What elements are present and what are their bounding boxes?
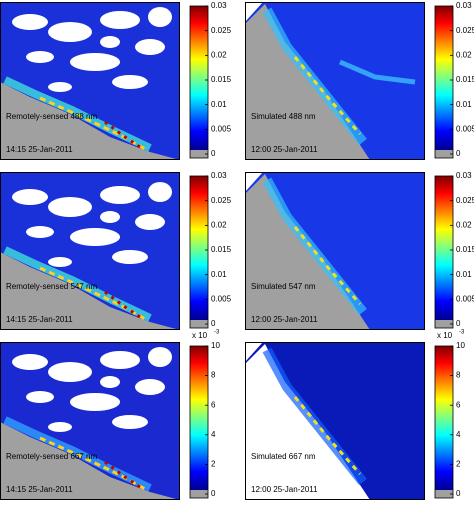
- colorbar-tick-label: 8: [456, 371, 461, 380]
- colorbar-tick-label: 6: [211, 400, 216, 409]
- panel: Remotely-sensed 488 nm 14:15 25-Jan-2011 0…: [0, 1, 232, 160]
- colorbar-tick-label: 10: [456, 341, 465, 350]
- colorbar-tick-label: 4: [456, 430, 461, 439]
- colorbar-tick-label: 0.02: [211, 220, 227, 229]
- colorbar-tick-label: 0: [456, 319, 461, 328]
- panel: Simulated 667 nm 12:00 25-Jan-2011 0 2 4 6 8 10…: [245, 330, 465, 500]
- colorbar-exponent: -3: [214, 330, 220, 336]
- colorbar-tick-label: 0: [456, 149, 461, 158]
- colorbar-tick-label: 0.015: [456, 245, 474, 254]
- colorbar-tick-label: 0: [211, 489, 216, 498]
- map-timestamp: 12:00 25-Jan-2011: [251, 145, 318, 154]
- colorbar-tick-label: 0.03: [456, 1, 472, 10]
- colorbar-tick-label: 0: [456, 489, 461, 498]
- colorbar: 0 0.005 0.01 0.015 0.02 0.025 0.03: [189, 1, 232, 159]
- map: [245, 2, 425, 160]
- map-caption: Simulated 667 nm: [251, 452, 316, 461]
- colorbar-scale: x 10: [192, 331, 208, 340]
- map: [245, 342, 425, 500]
- colorbar-tick-label: 0.01: [211, 100, 227, 109]
- map-caption: Remotely-sensed 667 nm: [6, 452, 97, 461]
- map: [0, 342, 180, 500]
- colorbar-tick-label: 2: [456, 460, 461, 469]
- map-timestamp: 14:15 25-Jan-2011: [6, 145, 73, 154]
- colorbar-tick-label: 0.005: [456, 124, 474, 133]
- colorbar-tick-label: 0.005: [211, 124, 232, 133]
- colorbar-tick-label: 0.005: [211, 294, 232, 303]
- map-caption: Remotely-sensed 488 nm: [6, 112, 97, 121]
- colorbar-exponent: -3: [459, 330, 465, 336]
- colorbar-tick-label: 0.015: [456, 75, 474, 84]
- colorbar: 0 0.005 0.01 0.015 0.02 0.025 0.03: [434, 1, 474, 159]
- colorbar-tick-label: 0.02: [456, 50, 472, 59]
- colorbar: 0 2 4 6 8 10x 10 -3: [434, 330, 465, 499]
- map: [0, 172, 180, 330]
- colorbar-tick-label: 6: [456, 400, 461, 409]
- map-timestamp: 14:15 25-Jan-2011: [6, 315, 73, 324]
- colorbar-tick-label: 0.02: [456, 220, 472, 229]
- colorbar-tick-label: 0.01: [211, 270, 227, 279]
- colorbar-tick-label: 10: [211, 341, 220, 350]
- colorbar-tick-label: 0.015: [211, 75, 232, 84]
- colorbar-tick-label: 0.025: [456, 26, 474, 35]
- colorbar-tick-label: 0.01: [456, 100, 472, 109]
- map-timestamp: 14:15 25-Jan-2011: [6, 485, 73, 494]
- colorbar: 0 2 4 6 8 10x 10 -3: [189, 330, 220, 499]
- colorbar-scale: x 10: [437, 331, 453, 340]
- map: [245, 172, 425, 330]
- colorbar-tick-label: 0.03: [211, 1, 227, 10]
- map-timestamp: 12:00 25-Jan-2011: [251, 315, 318, 324]
- panel: Remotely-sensed 667 nm 14:15 25-Jan-2011 0…: [0, 330, 220, 500]
- colorbar-tick-label: 0.025: [456, 196, 474, 205]
- map-timestamp: 12:00 25-Jan-2011: [251, 485, 318, 494]
- map-caption: Simulated 547 nm: [251, 282, 316, 291]
- colorbar-tick-label: 4: [211, 430, 216, 439]
- colorbar-tick-label: 0.02: [211, 50, 227, 59]
- colorbar-tick-label: 0.015: [211, 245, 232, 254]
- colorbar-tick-label: 0: [211, 319, 216, 328]
- panel: Remotely-sensed 547 nm 14:15 25-Jan-2011 0…: [0, 171, 232, 330]
- colorbar-tick-label: 0.025: [211, 196, 232, 205]
- colorbar-tick-label: 0.005: [456, 294, 474, 303]
- colorbar-tick-label: 2: [211, 460, 216, 469]
- colorbar-tick-label: 0.03: [456, 171, 472, 180]
- map: [0, 2, 180, 160]
- map-caption: Simulated 488 nm: [251, 112, 316, 121]
- map-caption: Remotely-sensed 547 nm: [6, 282, 97, 291]
- colorbar-tick-label: 0.025: [211, 26, 232, 35]
- colorbar: 0 0.005 0.01 0.015 0.02 0.025 0.03: [434, 171, 474, 329]
- colorbar-tick-label: 0.01: [456, 270, 472, 279]
- colorbar-tick-label: 8: [211, 371, 216, 380]
- colorbar-tick-label: 0.03: [211, 171, 227, 180]
- colorbar: 0 0.005 0.01 0.015 0.02 0.025 0.03: [189, 171, 232, 329]
- colorbar-tick-label: 0: [211, 149, 216, 158]
